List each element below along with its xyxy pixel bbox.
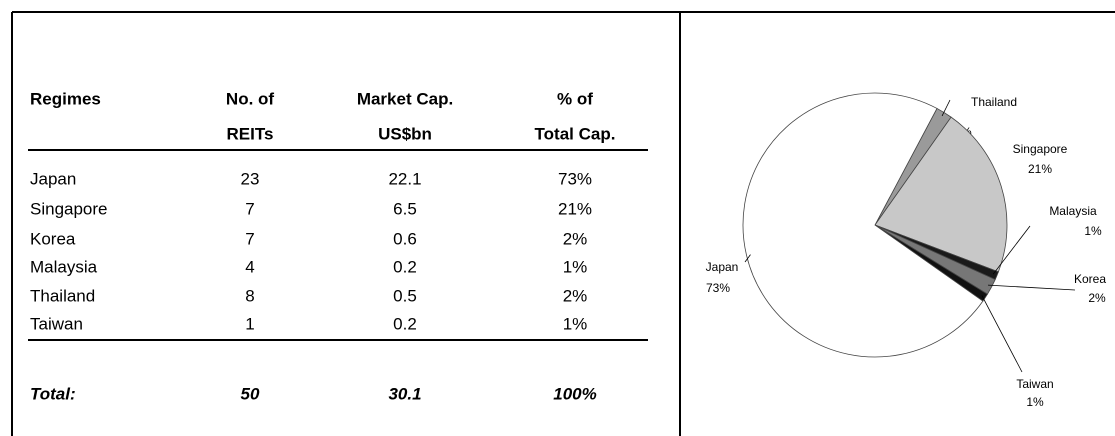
table-cell: 1% [563, 314, 588, 333]
pie-value-label: 21% [1028, 162, 1052, 176]
pie-value-label: 2% [1088, 291, 1106, 305]
pie-value-label: 1% [1084, 224, 1102, 238]
leader-line [992, 225, 1031, 275]
pie-value-label: 1% [1026, 395, 1044, 409]
pie-slice [874, 116, 1008, 273]
pie-label: Taiwan [1016, 377, 1053, 391]
header-cell: US$bn [378, 124, 432, 143]
table-cell: 1% [563, 257, 588, 276]
table-cell: 7 [245, 229, 254, 248]
pie-slice [742, 92, 984, 358]
table-cell: 0.2 [393, 257, 417, 276]
table-cell: Taiwan [30, 314, 83, 333]
table-cell: Korea [30, 229, 76, 248]
table-cell: 73% [558, 169, 592, 188]
header-cell: % of [557, 89, 593, 108]
table-cell: 1 [245, 314, 254, 333]
table-cell: 0.5 [393, 286, 417, 305]
pie-label: Malaysia [1049, 204, 1097, 218]
pie-label: Japan [706, 260, 739, 274]
total-cell: 50 [241, 384, 260, 403]
table-cell: 21% [558, 199, 592, 218]
header-cell: Market Cap. [357, 89, 453, 108]
pie-label: Korea [1074, 272, 1106, 286]
header-cell: REITs [227, 124, 274, 143]
pie-value-label: 73% [706, 281, 730, 295]
table-cell: Thailand [30, 286, 95, 305]
table-cell: 2% [563, 229, 588, 248]
header-cell: No. of [226, 89, 274, 108]
leader-line [987, 284, 1076, 291]
leader-line [744, 254, 751, 263]
header-cell: Total Cap. [535, 124, 616, 143]
table-cell: 6.5 [393, 199, 417, 218]
table-cell: 7 [245, 199, 254, 218]
table-cell: 22.1 [388, 169, 421, 188]
table-cell: Malaysia [30, 257, 98, 276]
pie-label: Singapore [1013, 142, 1068, 156]
leader-line [981, 295, 1023, 373]
header-cell: Regimes [30, 89, 101, 108]
total-cell: 100% [553, 384, 596, 403]
table-cell: Japan [30, 169, 76, 188]
table-cell: 0.6 [393, 229, 417, 248]
table-cell: 4 [245, 257, 254, 276]
leader-line [941, 99, 951, 117]
table-cell: Singapore [30, 199, 108, 218]
total-cell: 30.1 [388, 384, 421, 403]
table-cell: 2% [563, 286, 588, 305]
table-cell: 0.2 [393, 314, 417, 333]
total-cell: Total: [30, 384, 76, 403]
table-cell: 23 [241, 169, 260, 188]
pie-label: Thailand [971, 95, 1017, 109]
table-cell: 8 [245, 286, 254, 305]
